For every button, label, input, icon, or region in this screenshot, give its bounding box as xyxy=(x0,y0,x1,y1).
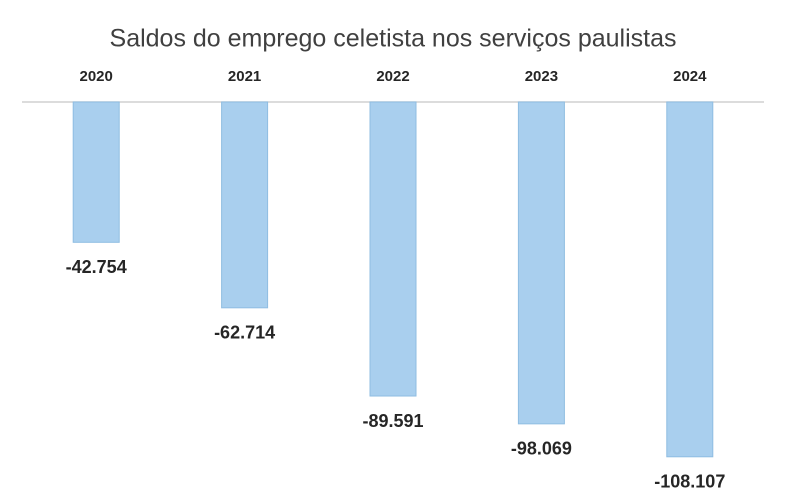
value-label: -62.714 xyxy=(214,323,275,343)
x-tick-label: 2024 xyxy=(673,68,707,85)
value-label: -108.107 xyxy=(654,472,725,492)
bar xyxy=(72,101,120,243)
x-tick-label: 2023 xyxy=(525,68,558,85)
bar xyxy=(221,101,269,309)
value-label: -98.069 xyxy=(511,439,572,459)
x-tick-label: 2022 xyxy=(376,68,409,85)
chart-title: Saldos do emprego celetista nos serviços… xyxy=(110,25,677,53)
value-label: -42.754 xyxy=(66,257,127,277)
bar xyxy=(666,101,714,458)
bar xyxy=(369,101,417,397)
x-tick-label: 2021 xyxy=(228,68,261,85)
value-label: -89.591 xyxy=(362,411,423,431)
bar xyxy=(517,101,565,425)
x-tick-label: 2020 xyxy=(80,68,113,85)
